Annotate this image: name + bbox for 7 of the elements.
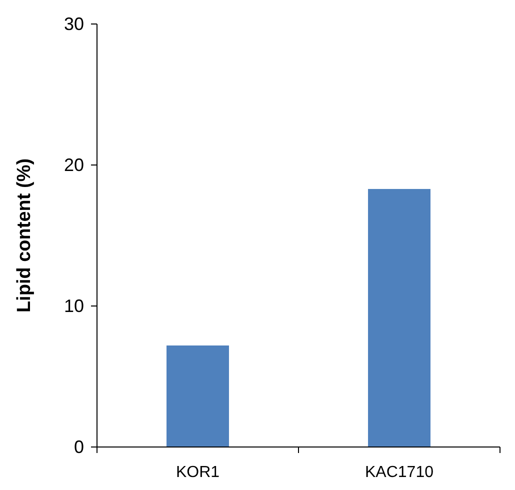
x-tick-label: KOR1 [176, 464, 220, 481]
y-tick-label: 20 [64, 154, 84, 175]
x-tick-label: KAC1710 [365, 464, 434, 481]
y-tick-label: 10 [64, 296, 84, 316]
y-axis-title: Lipid content (%) [14, 158, 35, 313]
y-tick-label: 30 [64, 14, 84, 34]
y-tick-label: 0 [74, 436, 84, 457]
